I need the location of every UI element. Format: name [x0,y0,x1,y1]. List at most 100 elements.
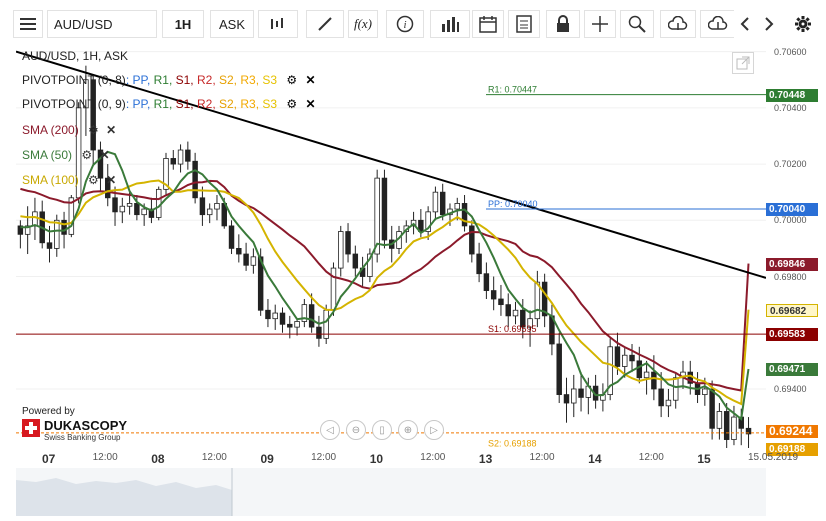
candle-body [483,273,490,291]
indicator-price-tag: 0.69471 [766,363,818,376]
level-price-tag: 0.69188 [766,442,818,456]
info-icon: i [396,15,414,33]
candle-body [126,203,133,207]
pivot-s2: S2, [215,73,238,87]
time-hour-label: 15.05.2019 [748,452,799,463]
candle-body [105,177,111,199]
candle-body [243,253,249,266]
time-day-label: 07 [42,452,56,466]
indicator-price-tag: 0.69846 [766,257,818,271]
timeframe-label: 1H [174,16,192,32]
sma100-settings-icon[interactable]: ⚙ [88,173,99,187]
sma100-name: SMA (100) [22,173,79,187]
pivot-remove-icon[interactable]: ✕ [305,97,316,111]
candle-body [185,149,191,162]
candle-body [527,318,533,328]
price-axis[interactable]: 0.70600 0.70400 0.70200 0.70000 0.69800 0.694… [766,46,826,456]
zoom-in-button[interactable]: ⊕ [398,420,418,440]
time-day-label: 15 [697,452,711,466]
next-button[interactable] [758,10,780,38]
price-chart[interactable]: R1: 0.70447 PP: 0.70040 S1: 0.69595 S2: 0.6… [16,46,766,448]
bar-type-icon [271,18,283,29]
candle-body [228,225,235,249]
candle-body [163,158,169,190]
price-tick-label: 0.70400 [774,102,807,113]
price-side-selector[interactable]: ASK [210,10,254,38]
pivot-r1: R1, [150,73,173,87]
candle-body [330,267,337,311]
sma50-remove-icon[interactable]: ✕ [99,148,110,162]
volume-button[interactable] [430,10,470,38]
candle-body [17,225,24,235]
sma200-settings-icon[interactable]: ⚙ [88,123,99,137]
info-button[interactable]: i [386,10,424,38]
candle-body [498,298,504,306]
time-day-label: 13 [478,452,493,466]
price-tick-label: 0.70600 [774,46,807,57]
candle-body [214,203,220,210]
scroll-left-button[interactable]: ◁ [320,420,340,440]
candle-body [731,416,737,440]
brand-name: DUKASCOPY [44,418,128,433]
pivot-r2: R2, [193,97,216,111]
chart-title: AUD/USD, 1H, ASK [22,49,129,63]
candle-body [192,160,198,199]
pivot-s3: S3 [259,97,278,111]
time-hour-label: 12:00 [201,452,227,463]
candle-body [308,304,315,328]
function-button[interactable]: f(x) [348,10,378,38]
candle-body [520,309,526,328]
pivot-pp: : PP, [125,73,151,87]
zoom-out-button[interactable]: ⊖ [346,420,366,440]
pivot-remove-icon[interactable]: ✕ [305,73,316,87]
settings-button[interactable] [790,10,816,38]
sma50-settings-icon[interactable]: ⚙ [81,148,93,162]
sma100-remove-icon[interactable]: ✕ [106,173,117,187]
function-icon: f(x) [353,16,373,31]
calendar-button[interactable] [472,10,504,38]
chart-plot-area[interactable]: R1: 0.70447 PP: 0.70040 S1: 0.69595 S2: 0.6… [16,46,766,448]
upload-button[interactable] [660,10,696,38]
news-button[interactable] [508,10,540,38]
popout-button[interactable] [732,52,754,74]
navigator-chart [16,468,233,516]
pivot-legend-2: PIVOTPOINT (0, 9): PP, R1, S1, R2, S2, R… [22,97,316,111]
candle-body [665,399,672,407]
menu-button[interactable] [13,10,43,38]
candle-body [54,219,60,249]
symbol-label: AUD/USD [54,17,113,32]
download-button[interactable] [700,10,736,38]
menu-icon [20,18,36,30]
candle-body [279,312,286,325]
time-axis[interactable]: 07 12:00 08 12:00 09 12:00 10 12:00 13 12:00 14 12:… [16,448,798,468]
time-day-label: 08 [151,452,165,466]
timeframe-selector[interactable]: 1H [162,10,204,38]
candle-body [541,281,548,317]
navigator-panel[interactable] [16,468,766,516]
candle-body [614,346,621,367]
time-hour-label: 12:00 [638,452,664,463]
draw-line-button[interactable] [306,10,344,38]
lock-button[interactable] [546,10,580,38]
candle-body [374,177,380,255]
pivot-settings-icon[interactable]: ⚙ [286,97,298,111]
pivot-settings-icon[interactable]: ⚙ [286,73,298,87]
scroll-right-button[interactable]: ▷ [424,420,444,440]
reset-zoom-button[interactable]: ▯ [372,420,392,440]
next-icon [765,17,774,31]
candle-body [83,79,89,109]
candle-body [658,388,664,407]
candle-body [636,360,643,379]
bar-type-button[interactable] [258,10,298,38]
sma200-remove-icon[interactable]: ✕ [106,123,117,137]
candle-body [141,208,147,216]
volume-icon [442,17,459,32]
symbol-selector[interactable]: AUD/USD [47,10,157,38]
prev-button[interactable] [734,10,756,38]
pivot-name: PIVOTPOINT (0, 8) [22,73,126,87]
svg-text:i: i [403,19,406,31]
zoom-button[interactable] [620,10,654,38]
news-icon [516,15,532,33]
crosshair-button[interactable] [584,10,616,38]
candle-body [352,253,359,269]
